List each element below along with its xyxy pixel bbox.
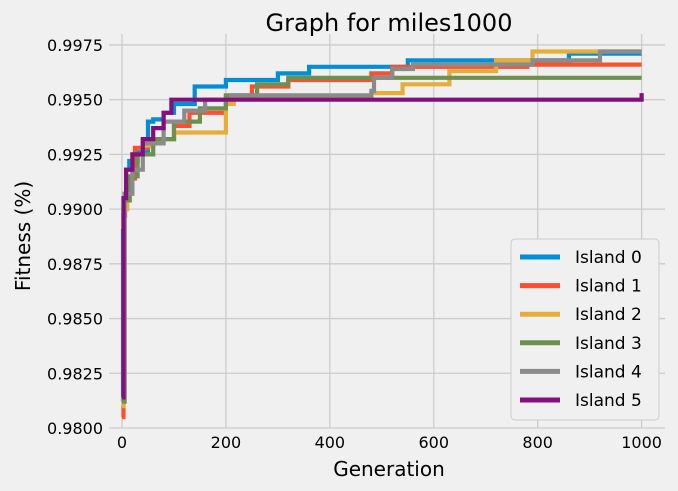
y-tick-label: 0.9950 [47, 91, 103, 110]
legend-label: Island 0 [575, 248, 642, 268]
y-tick-label: 0.9925 [47, 145, 103, 164]
chart-title: Graph for miles1000 [266, 9, 513, 37]
legend-label: Island 5 [575, 391, 642, 411]
y-axis-label: Fitness (%) [11, 181, 35, 291]
x-tick-label: 800 [522, 433, 553, 452]
x-tick-label: 0 [117, 433, 127, 452]
x-tick-label: 400 [315, 433, 346, 452]
y-tick-label: 0.9975 [47, 36, 103, 55]
y-tick-label: 0.9875 [47, 255, 103, 274]
series-layer [120, 49, 644, 420]
legend-label: Island 2 [575, 305, 642, 325]
series-line-island-5 [121, 93, 644, 400]
legend-label: Island 3 [575, 334, 642, 354]
x-axis-label: Generation [333, 457, 445, 481]
y-tick-label: 0.9850 [47, 310, 103, 329]
series-line-island-3 [122, 75, 642, 404]
y-tick-label: 0.9825 [47, 364, 103, 383]
x-tick-label: 200 [211, 433, 242, 452]
y-tick-label: 0.9900 [47, 200, 103, 219]
y-tick-label: 0.9800 [47, 419, 103, 438]
series-line-island-4 [122, 49, 642, 398]
tick-labels: 0 200 400 600 800 1000 0.9800 0.9825 0.9850 0.987… [47, 36, 662, 452]
legend: Island 0 Island 1 Island 2 Island 3 Island 4… [510, 238, 660, 421]
legend-label: Island 4 [575, 362, 642, 382]
x-tick-label: 600 [418, 433, 449, 452]
legend-label: Island 1 [575, 277, 642, 297]
x-tick-label: 1000 [621, 433, 662, 452]
